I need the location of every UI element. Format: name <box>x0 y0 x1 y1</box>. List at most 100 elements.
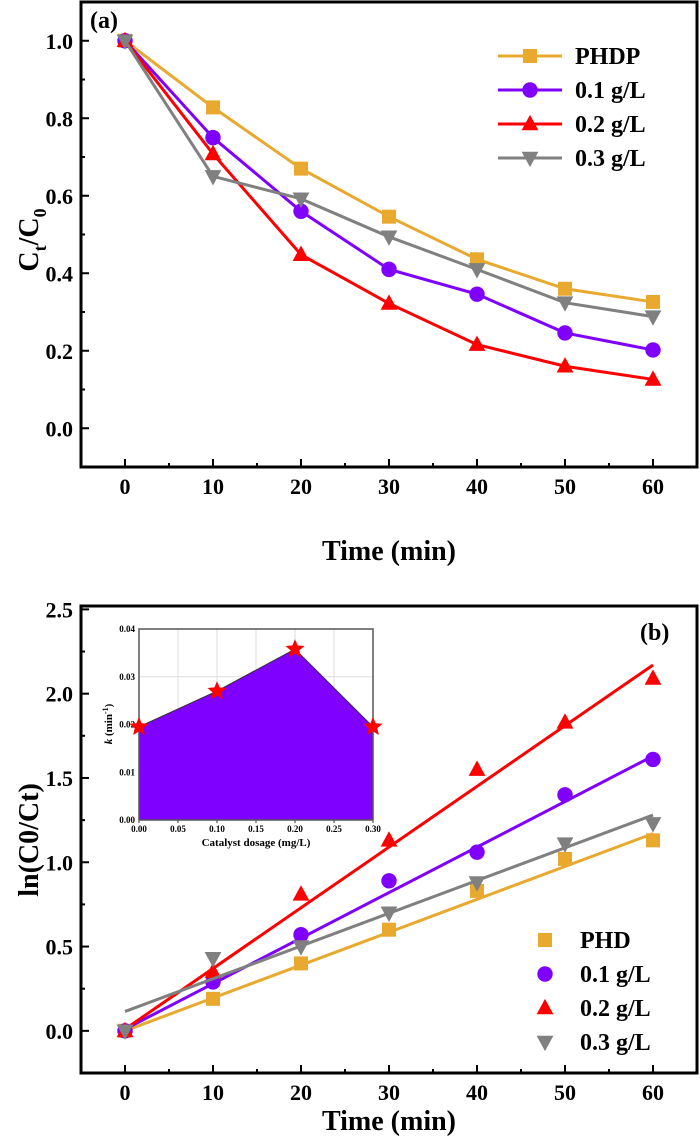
legend-label-phd: PHD <box>580 928 631 954</box>
data-point-0-2-g-l <box>204 962 222 979</box>
data-point-phd <box>382 922 396 937</box>
x-tick-label: 50 <box>554 1080 576 1105</box>
panel-b-x-axis-title: Time (min) <box>322 1106 456 1136</box>
inset-y-tick-label: 0.04 <box>119 624 135 634</box>
x-tick-label: 0 <box>120 474 131 499</box>
legend-marker-0-2-g-l <box>521 114 539 131</box>
data-point-0-2-g-l <box>292 245 310 261</box>
panel-a-x-axis-title: Time (min) <box>322 536 456 567</box>
legend-marker-0-1-g-l <box>537 966 553 982</box>
y-tick-label: 0.0 <box>46 1019 74 1044</box>
legend-label-0-1-g-l: 0.1 g/L <box>575 78 646 104</box>
data-point-0-3-g-l <box>292 940 310 956</box>
data-point-0-2-g-l <box>556 713 574 729</box>
x-tick-label: 40 <box>466 1080 488 1105</box>
data-point-0-2-g-l <box>292 885 310 901</box>
data-point-0-1-g-l <box>469 844 485 860</box>
data-point-0-3-g-l <box>380 906 398 922</box>
inset-x-tick-label: 0.05 <box>170 824 186 834</box>
legend-label-phdp: PHDP <box>575 44 640 70</box>
data-point-0-3-g-l <box>468 876 486 892</box>
x-tick-label: 50 <box>554 474 576 499</box>
data-point-0-1-g-l <box>645 342 661 358</box>
x-tick-label: 10 <box>202 474 224 499</box>
inset-star-marker <box>129 716 149 735</box>
data-point-0-3-g-l <box>644 817 662 833</box>
y-tick-label: 0.8 <box>46 106 74 131</box>
data-point-0-3-g-l <box>116 1024 134 1040</box>
inset-star-marker <box>285 639 305 658</box>
data-point-0-3-g-l <box>556 296 574 312</box>
inset-x-tick-label: 0.15 <box>248 824 264 834</box>
inset-x-tick-label: 0.25 <box>326 824 342 834</box>
data-point-0-1-g-l <box>557 787 573 803</box>
legend-marker-0-1-g-l <box>522 82 538 98</box>
data-point-0-1-g-l <box>469 286 485 302</box>
inset-y-axis-title: k (min-1) <box>101 703 115 744</box>
legend-label-0-2-g-l: 0.2 g/L <box>575 112 646 138</box>
legend-label-0-3-g-l: 0.3 g/L <box>575 146 646 172</box>
data-point-0-1-g-l <box>293 927 309 943</box>
data-point-phdp <box>646 294 660 309</box>
panel-a-y-axis-title: Ct/C0 <box>14 208 50 271</box>
inset-area-line <box>138 648 374 728</box>
data-point-0-2-g-l <box>468 335 486 351</box>
legend-label-0-3-g-l: 0.3 g/L <box>580 1030 651 1056</box>
data-point-0-3-g-l <box>292 192 310 208</box>
data-point-phd <box>294 956 308 971</box>
data-point-0-1-g-l <box>205 129 221 146</box>
inset-chart: 0.00 0.05 0.10 0.15 0.20 0.25 0.30 0.00 0.01 0.02… <box>101 624 383 849</box>
legend-label-0-2-g-l: 0.2 g/L <box>580 996 651 1022</box>
legend-marker-0-3-g-l <box>536 1035 554 1052</box>
x-tick-label: 30 <box>378 474 400 499</box>
inset-area-fill <box>139 649 373 820</box>
x-tick-label: 40 <box>466 474 488 499</box>
data-point-phdp <box>206 100 220 115</box>
data-point-phd <box>206 991 220 1006</box>
x-tick-label: 20 <box>290 474 312 499</box>
inset-x-tick-label: 0.20 <box>287 824 303 834</box>
data-point-phd <box>558 851 572 866</box>
data-point-phdp <box>382 209 396 224</box>
legend-marker-0-2-g-l <box>536 998 554 1015</box>
inset-y-tick-label: 0.00 <box>119 815 135 825</box>
legend-marker-phdp <box>523 49 537 63</box>
inset-x-tick-label: 0.10 <box>209 824 225 834</box>
data-point-0-3-g-l <box>644 310 662 326</box>
data-point-0-3-g-l <box>380 230 398 246</box>
data-point-0-3-g-l <box>204 170 222 186</box>
data-point-phdp <box>558 281 572 296</box>
data-point-0-3-g-l <box>204 952 222 968</box>
data-point-0-3-g-l <box>468 263 486 279</box>
data-point-0-3-g-l <box>556 837 574 853</box>
inset-star-marker <box>207 681 227 700</box>
data-point-0-1-g-l <box>557 325 573 341</box>
y-tick-label: 1.0 <box>46 850 74 875</box>
panel-b-y-axis-title: ln(C0/Ct) <box>14 783 45 897</box>
x-tick-label: 0 <box>120 1080 131 1105</box>
data-point-phdp <box>470 252 484 267</box>
inset-star-marker <box>363 716 383 735</box>
data-point-0-2-g-l <box>380 831 398 847</box>
panel-b: (b) Time (min) ln(C0/Ct) 0.00 0.05 0.10 0.1… <box>14 597 699 1136</box>
inset-y-tick-label: 0.01 <box>119 767 135 777</box>
inset-x-tick-label: 0.00 <box>131 824 147 834</box>
y-tick-label: 0.4 <box>46 261 74 286</box>
inset-x-tick-label: 0.30 <box>365 824 381 834</box>
data-point-0-2-g-l <box>556 357 574 373</box>
data-point-0-1-g-l <box>645 751 661 768</box>
y-tick-label: 0.5 <box>46 935 74 960</box>
x-tick-label: 10 <box>202 1080 224 1105</box>
x-tick-label: 60 <box>642 1080 664 1105</box>
data-point-0-1-g-l <box>381 261 397 278</box>
y-tick-label: 2.0 <box>46 682 74 707</box>
data-point-0-2-g-l <box>644 370 662 386</box>
legend-marker-phd <box>538 933 552 947</box>
panel-a-label: (a) <box>90 8 118 34</box>
y-tick-label: 0.6 <box>46 184 74 209</box>
data-point-0-2-g-l <box>468 760 486 776</box>
data-point-0-1-g-l <box>293 203 309 219</box>
data-point-phdp <box>294 161 308 176</box>
x-tick-label: 60 <box>642 474 664 499</box>
